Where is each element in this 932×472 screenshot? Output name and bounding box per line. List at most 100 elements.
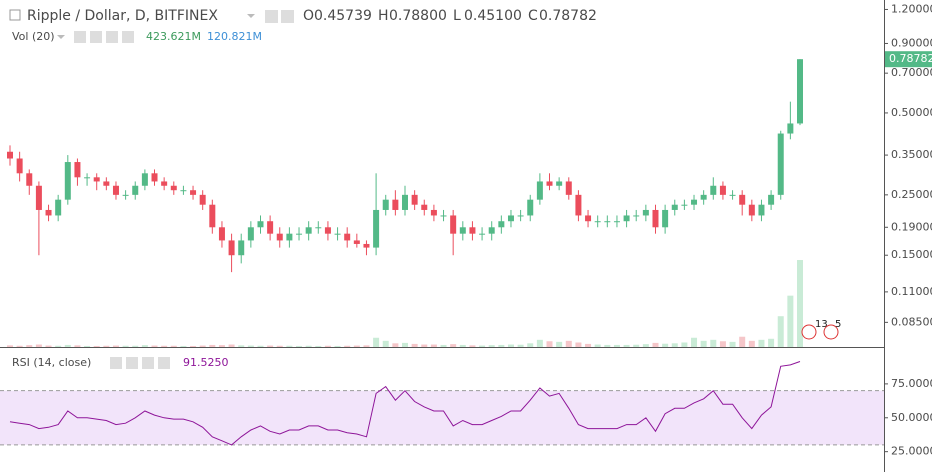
dropdown-icon[interactable] <box>57 35 65 39</box>
volume-bar <box>507 344 514 347</box>
volume-bar <box>623 344 630 347</box>
candle-body <box>55 199 62 216</box>
volume-bar <box>594 344 601 347</box>
candle-body <box>247 227 254 241</box>
volume-bar <box>209 344 216 347</box>
candle-body <box>286 233 293 241</box>
format-icon[interactable] <box>281 10 294 23</box>
event-badge <box>801 324 817 340</box>
icon[interactable] <box>74 31 86 43</box>
candle-body <box>161 181 168 186</box>
candle-body <box>353 240 360 244</box>
icon[interactable] <box>126 357 138 369</box>
volume-bar <box>450 344 457 347</box>
symbol-title: Ripple / Dollar, D, BITFINEX <box>27 8 218 24</box>
candle-body <box>238 240 245 256</box>
candle-body <box>74 162 81 178</box>
icon[interactable] <box>110 357 122 369</box>
candle-body <box>26 173 33 186</box>
volume-bar <box>132 345 139 347</box>
candle-body <box>585 215 592 222</box>
icon[interactable] <box>122 31 134 43</box>
candle-body <box>507 215 514 222</box>
rsi-line <box>9 361 801 446</box>
volume-bar <box>440 344 447 347</box>
candle-body <box>315 227 322 229</box>
y-tick-label: 0.25000 <box>891 188 932 201</box>
candle-body <box>209 204 216 228</box>
candle-body <box>604 221 611 223</box>
y-tick-label: 0.50000 <box>891 106 932 119</box>
ohlc-label: O <box>303 8 314 24</box>
icon[interactable] <box>158 357 170 369</box>
candle-body <box>768 194 775 205</box>
volume-bar <box>787 295 794 347</box>
ohlc-value: 0.45100 <box>464 8 522 24</box>
volume-bar <box>228 344 235 347</box>
volume-bar <box>585 343 592 347</box>
rsi-band <box>0 390 884 445</box>
candle-body <box>430 209 437 216</box>
volume-bar <box>45 345 52 347</box>
candle-body <box>613 221 620 223</box>
volume-bar <box>247 345 254 347</box>
ohlc-value: 0.78800 <box>389 8 447 24</box>
collapse-icon[interactable] <box>9 9 21 21</box>
volume-bar <box>103 345 110 347</box>
volume-bar <box>517 344 524 347</box>
volume-bar <box>151 345 158 347</box>
volume-bar <box>469 345 476 347</box>
volume-bar <box>402 342 408 347</box>
volume-bar <box>170 345 177 347</box>
volume-bar <box>797 260 803 347</box>
candle-body <box>93 177 100 182</box>
volume-bar <box>315 345 322 347</box>
volume-bar <box>642 344 649 347</box>
candle-body <box>517 215 524 217</box>
volume-bar <box>430 344 437 347</box>
y-tick-label: 0.11000 <box>891 285 932 298</box>
y-tick-label: 0.19000 <box>891 220 932 233</box>
volume-bar <box>334 345 341 347</box>
candle-body <box>777 133 784 195</box>
icon[interactable] <box>90 31 102 43</box>
candle-body <box>691 199 698 205</box>
candle-body <box>296 233 303 235</box>
icon[interactable] <box>106 31 118 43</box>
icon[interactable] <box>142 357 154 369</box>
candle-body <box>267 221 274 234</box>
candle-body <box>218 227 225 241</box>
event-badge <box>823 324 839 340</box>
candle-body <box>373 209 380 248</box>
volume-value: 423.621M <box>146 30 201 43</box>
volume-bar <box>565 340 572 347</box>
volume-bar <box>122 345 129 347</box>
candle-body <box>305 227 312 234</box>
candle-body <box>45 209 52 216</box>
dropdown-icon[interactable] <box>247 14 255 18</box>
candle-body <box>556 181 563 186</box>
candle-body <box>141 173 148 186</box>
settings-icon[interactable] <box>265 10 278 23</box>
candle-body <box>700 194 707 200</box>
volume-ma-value: 120.821M <box>207 30 262 43</box>
volume-title: Vol (20) <box>12 30 55 43</box>
rsi-value: 91.5250 <box>183 356 229 369</box>
ohlc-legend: O 0.45739 H 0.78800 L 0.45100 C 0.78782 <box>303 8 597 24</box>
last-price-box <box>885 51 932 68</box>
candle-body <box>324 227 331 234</box>
volume-bar <box>536 339 543 347</box>
candle-body <box>527 199 534 216</box>
candle-body <box>64 162 71 200</box>
volume-bar <box>479 345 486 347</box>
candle-body <box>122 194 129 196</box>
volume-bar <box>758 339 765 347</box>
volume-bar <box>55 345 62 347</box>
candle-body <box>334 233 341 235</box>
candle-body <box>633 215 640 217</box>
candle-body <box>797 59 803 124</box>
volume-bar <box>421 344 428 347</box>
